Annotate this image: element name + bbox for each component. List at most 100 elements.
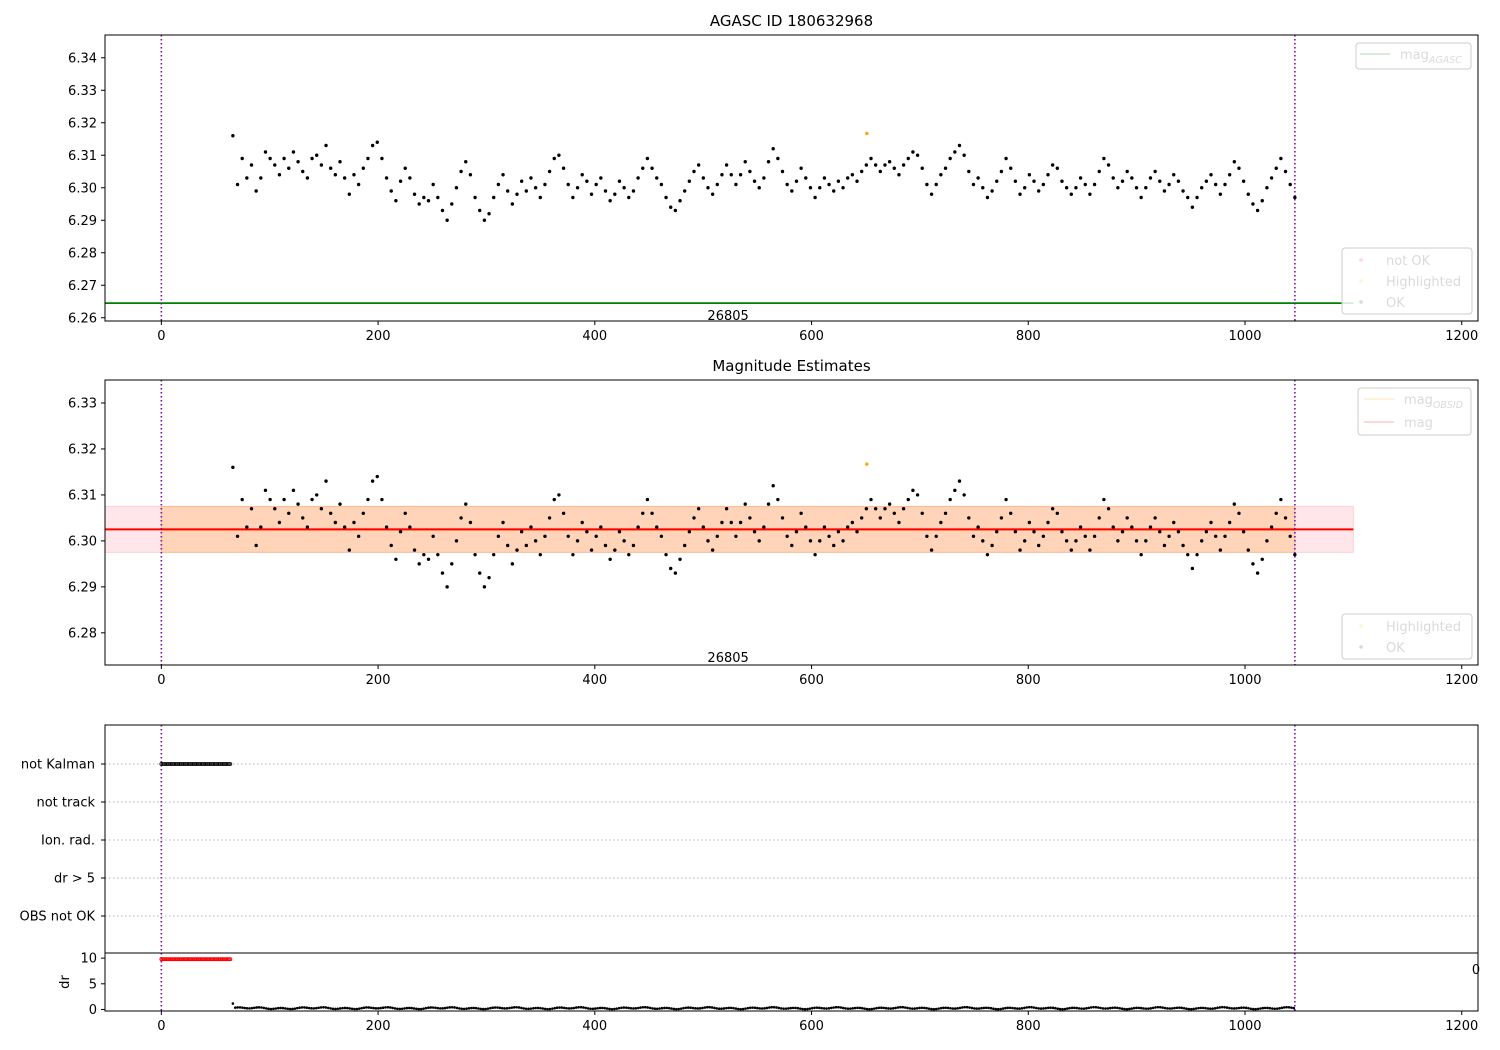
ok-point bbox=[1186, 195, 1190, 200]
ok-point bbox=[291, 150, 296, 154]
dr-point bbox=[1104, 1007, 1107, 1010]
dr-point bbox=[1235, 1007, 1238, 1010]
dr-point bbox=[758, 1007, 762, 1010]
ok-point bbox=[790, 189, 794, 193]
dr-point bbox=[288, 1007, 292, 1011]
ok-point bbox=[1018, 192, 1022, 196]
ok-point bbox=[929, 192, 934, 196]
x-tick-label: 1200 bbox=[1445, 673, 1478, 688]
dr-point bbox=[324, 1006, 328, 1009]
ok-point bbox=[1009, 166, 1013, 170]
dr-point bbox=[703, 1006, 707, 1009]
dr-point bbox=[293, 1007, 297, 1010]
ok-point bbox=[981, 539, 985, 543]
ok-point bbox=[1269, 176, 1274, 180]
ok-point bbox=[1139, 552, 1143, 557]
ok-point bbox=[901, 507, 906, 511]
dr-point bbox=[472, 1006, 475, 1010]
dr-point bbox=[1056, 1007, 1060, 1011]
dr-point bbox=[1166, 1007, 1169, 1010]
ok-point bbox=[645, 497, 650, 502]
ok-point bbox=[1069, 192, 1073, 196]
ok-point bbox=[547, 516, 552, 520]
dr-point bbox=[1247, 1006, 1250, 1010]
dr-point bbox=[961, 1006, 964, 1009]
dr-point bbox=[713, 1006, 716, 1010]
ok-point bbox=[1232, 502, 1237, 506]
dr-point bbox=[491, 1006, 495, 1010]
ok-point bbox=[515, 548, 519, 552]
ok-point bbox=[738, 520, 743, 525]
dr-point bbox=[734, 1007, 738, 1010]
dr-point bbox=[250, 1006, 254, 1010]
ok-point bbox=[1046, 173, 1050, 177]
dr-point bbox=[717, 1007, 721, 1011]
ok-point bbox=[356, 534, 361, 538]
dr-point bbox=[520, 1006, 523, 1010]
ok-point bbox=[967, 169, 971, 174]
ok-point bbox=[1125, 516, 1129, 520]
dr-point bbox=[653, 1007, 657, 1011]
ok-point bbox=[287, 166, 291, 170]
ok-point bbox=[436, 195, 440, 200]
ok-point bbox=[999, 169, 1004, 174]
dr-point bbox=[903, 1006, 907, 1009]
ok-point bbox=[342, 525, 347, 529]
dr-point bbox=[658, 1007, 661, 1010]
dr-point bbox=[303, 1006, 306, 1009]
ok-point bbox=[1283, 169, 1288, 174]
dr-point bbox=[639, 1006, 642, 1009]
dr-point bbox=[763, 1007, 766, 1010]
dr-point bbox=[329, 1007, 332, 1010]
dr-point bbox=[1261, 1006, 1265, 1010]
dr-point bbox=[911, 1007, 914, 1010]
dr-point bbox=[493, 1006, 497, 1009]
dr-point bbox=[736, 1007, 740, 1011]
ok-point bbox=[678, 557, 682, 561]
dr-point bbox=[1223, 1005, 1226, 1009]
ok-point bbox=[687, 529, 692, 534]
dr-point bbox=[1151, 1006, 1155, 1010]
ok-point bbox=[995, 529, 999, 534]
dr-point bbox=[667, 1006, 671, 1010]
ok-point bbox=[1190, 566, 1195, 571]
ok-point bbox=[934, 182, 938, 187]
ok-point bbox=[1130, 525, 1134, 529]
ok-point bbox=[1176, 529, 1181, 534]
ok-point bbox=[1293, 195, 1297, 200]
ok-point bbox=[757, 539, 761, 543]
ok-point bbox=[841, 186, 845, 190]
dr-point bbox=[870, 1007, 874, 1011]
ok-point bbox=[1293, 552, 1297, 557]
ok-point bbox=[1158, 529, 1162, 534]
ok-point bbox=[1279, 497, 1283, 502]
ok-point bbox=[999, 516, 1004, 520]
ok-point bbox=[259, 176, 263, 180]
dr-point bbox=[1251, 1007, 1255, 1011]
dr-point bbox=[686, 1006, 690, 1009]
ok-point bbox=[464, 502, 468, 506]
dr-point bbox=[777, 1006, 781, 1010]
ok-point bbox=[897, 520, 901, 525]
dr-point bbox=[512, 1006, 516, 1009]
dr-point bbox=[374, 1007, 378, 1010]
dr-point bbox=[872, 1007, 876, 1010]
ok-point bbox=[771, 147, 775, 151]
ok-point bbox=[1162, 189, 1167, 193]
ok-point bbox=[608, 199, 612, 203]
ok-point bbox=[794, 529, 799, 534]
dr-point bbox=[1030, 1005, 1033, 1009]
ok-point bbox=[957, 143, 962, 148]
flag-label: OBS not OK bbox=[20, 910, 96, 925]
dr-point bbox=[727, 1006, 731, 1010]
dr-point bbox=[1147, 1007, 1150, 1010]
ok-point bbox=[631, 189, 636, 193]
ok-point bbox=[464, 160, 468, 164]
dr-point bbox=[932, 1007, 936, 1011]
ok-point bbox=[1265, 186, 1269, 190]
dr-point bbox=[1013, 1007, 1017, 1010]
ok-point bbox=[519, 179, 524, 183]
x-tick-label: 800 bbox=[1016, 329, 1041, 344]
dr-point bbox=[632, 1007, 635, 1010]
dr-point bbox=[1156, 1005, 1160, 1009]
